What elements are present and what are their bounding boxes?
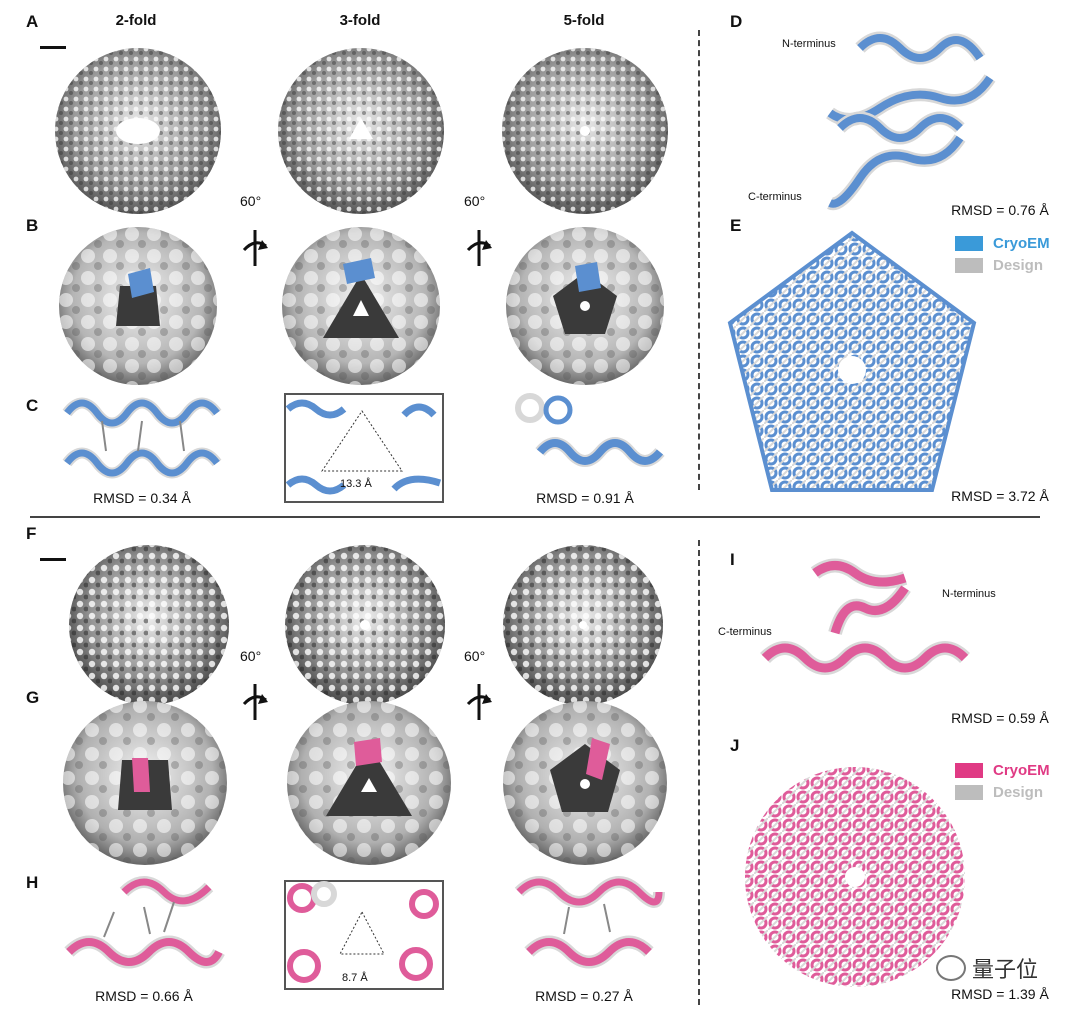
- rotation-label-bottom-2: 60°: [464, 648, 486, 664]
- legend-cryoem-bottom: CryoEM: [955, 762, 1050, 779]
- closeup-3fold-top: [284, 393, 444, 503]
- distance-label-bottom: 8.7 Å: [342, 972, 368, 984]
- legend-label: Design: [993, 784, 1044, 801]
- rmsd-c-5fold: RMSD = 0.91 Å: [536, 490, 634, 506]
- horizontal-divider: [30, 516, 1040, 518]
- density-map-5fold-top: [502, 48, 668, 214]
- rmsd-d: RMSD = 0.76 Å: [951, 202, 1049, 218]
- surface-model-2fold-bottom: [63, 701, 227, 865]
- scale-bar-bottom: [40, 558, 66, 561]
- n-terminus-label-i: N-terminus: [942, 588, 996, 600]
- vertical-divider-top: [698, 30, 700, 490]
- rotation-arrow-icon: [466, 684, 492, 720]
- panel-label-f: F: [26, 524, 37, 543]
- closeup-2fold-bottom: [64, 876, 225, 969]
- panel-label-i: I: [730, 550, 735, 569]
- column-header-5fold: 5-fold: [563, 12, 605, 29]
- closeup-3fold-bottom: [284, 880, 444, 990]
- panel-label-a: A: [26, 12, 39, 31]
- legend-label: Design: [993, 257, 1044, 274]
- closeup-2fold-top: [62, 397, 222, 479]
- assembly-structure-top: [727, 230, 977, 492]
- c-terminus-label-i: C-terminus: [718, 626, 772, 638]
- panel-label-d: D: [730, 12, 743, 31]
- legend-label: CryoEM: [993, 235, 1050, 252]
- scale-bar-top: [40, 46, 66, 49]
- surface-model-2fold-top: [59, 227, 217, 385]
- rmsd-h-5fold: RMSD = 0.27 Å: [535, 988, 633, 1004]
- surface-model-5fold-bottom: [503, 701, 667, 865]
- rmsd-c-2fold: RMSD = 0.34 Å: [93, 490, 191, 506]
- panel-label-e: E: [730, 216, 742, 235]
- rotation-arrow-icon: [242, 684, 268, 720]
- surface-model-5fold-top: [506, 227, 664, 385]
- distance-label-top: 13.3 Å: [340, 478, 372, 490]
- wechat-icon: [936, 955, 966, 981]
- rotation-label-bottom-1: 60°: [240, 648, 262, 664]
- column-header-3fold: 3-fold: [339, 12, 381, 29]
- n-terminus-label-d: N-terminus: [782, 38, 836, 50]
- density-map-2fold-top: [55, 48, 221, 214]
- closeup-5fold-bottom: [514, 876, 665, 969]
- density-map-3fold-bottom: [285, 545, 445, 705]
- rotation-label-top-2: 60°: [464, 193, 486, 209]
- closeup-5fold-top: [515, 393, 665, 467]
- panel-label-c: C: [26, 396, 39, 415]
- rotation-arrow-icon: [242, 230, 268, 266]
- legend-design-top: Design: [955, 257, 1043, 274]
- legend-cryoem-top: CryoEM: [955, 235, 1050, 252]
- assembly-structure-bottom: [745, 767, 965, 987]
- legend-label: CryoEM: [993, 762, 1050, 779]
- panel-label-b: B: [26, 216, 39, 235]
- vertical-divider-bottom: [698, 540, 700, 1005]
- surface-model-3fold-top: [282, 227, 440, 385]
- monomer-structure-top: [826, 31, 996, 211]
- rmsd-j: RMSD = 1.39 Å: [951, 986, 1049, 1002]
- legend-design-bottom: Design: [955, 784, 1043, 801]
- rmsd-e: RMSD = 3.72 Å: [951, 488, 1049, 504]
- rmsd-h-2fold: RMSD = 0.66 Å: [95, 988, 193, 1004]
- density-map-3fold-top: [278, 48, 444, 214]
- rotation-arrow-icon: [466, 230, 492, 266]
- legend-swatch: [955, 763, 983, 778]
- legend-swatch: [955, 236, 983, 251]
- legend-swatch: [955, 258, 983, 273]
- rotation-label-top-1: 60°: [240, 193, 262, 209]
- monomer-structure-bottom: [760, 558, 970, 675]
- watermark: 量子位: [936, 952, 1038, 984]
- density-map-5fold-bottom: [503, 545, 663, 705]
- legend-swatch: [955, 785, 983, 800]
- watermark-text: 量子位: [972, 957, 1039, 982]
- panel-label-g: G: [26, 688, 40, 707]
- column-header-2fold: 2-fold: [115, 12, 157, 29]
- surface-model-3fold-bottom: [287, 701, 451, 865]
- panel-label-h: H: [26, 873, 39, 892]
- panel-label-j: J: [730, 736, 740, 755]
- density-map-2fold-bottom: [69, 545, 229, 705]
- c-terminus-label-d: C-terminus: [748, 191, 802, 203]
- rmsd-i: RMSD = 0.59 Å: [951, 710, 1049, 726]
